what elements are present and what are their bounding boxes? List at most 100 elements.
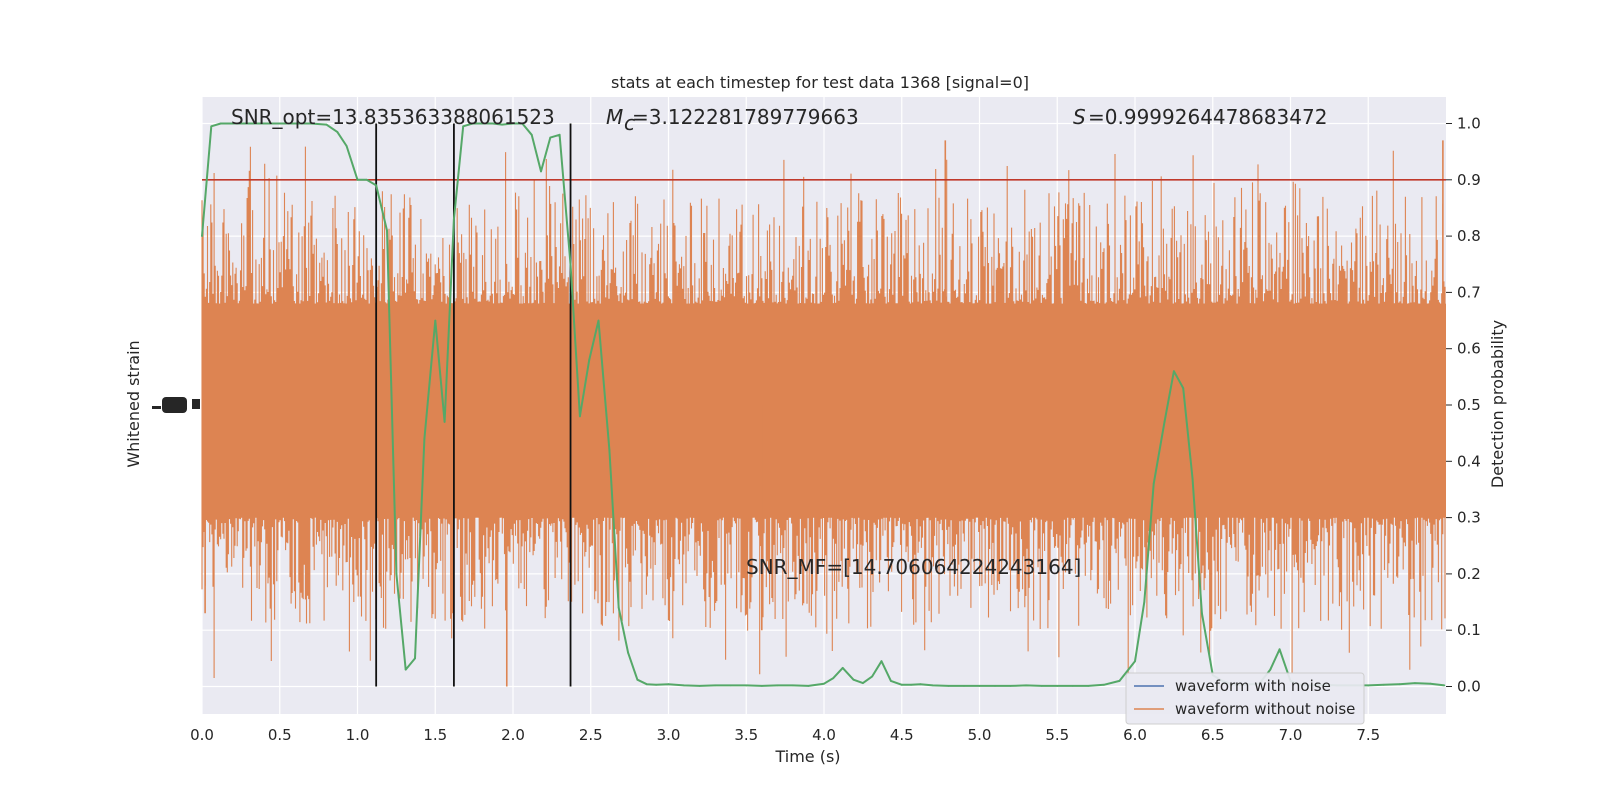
probability-point xyxy=(1269,668,1272,671)
x-tick-label: 6.0 xyxy=(1123,726,1147,744)
probability-point xyxy=(530,133,533,136)
probability-point xyxy=(776,684,779,687)
probability-point xyxy=(1040,685,1043,687)
probability-point xyxy=(471,122,474,125)
y-axis-right-label: Detection probability xyxy=(1488,320,1507,488)
probability-point xyxy=(627,651,629,654)
x-tick-label: 0.0 xyxy=(190,726,214,744)
probability-point xyxy=(569,263,572,266)
probability-point xyxy=(823,682,825,685)
x-tick-label: 0.5 xyxy=(268,726,292,744)
probability-point xyxy=(1103,683,1105,686)
probability-point xyxy=(453,218,455,221)
probability-point xyxy=(919,683,922,686)
probability-point xyxy=(294,122,297,125)
probability-point xyxy=(1134,660,1136,663)
probability-point xyxy=(263,122,266,125)
probability-point xyxy=(558,133,561,136)
probability-point xyxy=(698,685,701,687)
y-right-tick-label: 0.8 xyxy=(1457,227,1481,245)
probability-point xyxy=(579,415,581,418)
left-blob-part xyxy=(192,399,200,409)
svg-text:M: M xyxy=(606,105,623,129)
probability-point xyxy=(636,678,639,681)
probability-point xyxy=(1201,612,1203,615)
y-right-axis-ticks: 0.0 0.1 0.2 0.3 0.4 0.5 0.6 0.7 0.8 0.9 1.0 xyxy=(1446,115,1481,696)
probability-point xyxy=(521,122,524,125)
probability-point xyxy=(910,683,912,686)
probability-point xyxy=(729,684,732,687)
x-tick-label: 3.0 xyxy=(657,726,681,744)
svg-text:=3.122281789779663: =3.122281789779663 xyxy=(632,105,859,129)
probability-point xyxy=(841,667,844,669)
probability-point xyxy=(278,122,281,125)
probability-point xyxy=(501,123,503,126)
probability-point xyxy=(760,685,763,687)
x-axis-label: Time (s) xyxy=(774,747,840,766)
probability-point xyxy=(1382,683,1385,686)
probability-point xyxy=(1191,477,1194,480)
probability-point xyxy=(792,684,794,687)
probability-point xyxy=(462,125,465,128)
x-tick-label: 4.0 xyxy=(812,726,836,744)
x-tick-label: 2.5 xyxy=(579,726,603,744)
probability-point xyxy=(745,684,748,687)
probability-point xyxy=(395,573,398,575)
probability-point xyxy=(667,683,670,686)
probability-point xyxy=(852,678,855,681)
probability-point xyxy=(423,437,426,440)
probability-point xyxy=(597,319,600,322)
svg-text:c: c xyxy=(624,111,635,135)
mc-annotation: M c =3.122281789779663 xyxy=(606,105,859,135)
probability-point xyxy=(1163,421,1166,423)
probability-point xyxy=(932,684,934,687)
x-tick-label: 1.5 xyxy=(423,726,447,744)
probability-point xyxy=(832,677,835,679)
snr-mf-annotation: SNR_MF=[14.706064224243164] xyxy=(746,555,1081,579)
x-tick-label: 4.5 xyxy=(890,726,914,744)
probability-point xyxy=(345,145,348,147)
x-tick-label: 1.0 xyxy=(346,726,370,744)
y-right-tick-label: 0.6 xyxy=(1457,340,1481,358)
s-annotation: S =0.9999264478683472 xyxy=(1073,105,1327,129)
y-axis-left-label: Whitened strain xyxy=(124,340,143,467)
probability-point xyxy=(365,178,368,181)
probability-point xyxy=(1009,685,1012,687)
probability-point xyxy=(978,685,981,687)
probability-point xyxy=(1278,648,1281,651)
probability-point xyxy=(1056,685,1059,687)
left-axis-overlapped-tick-labels xyxy=(152,397,200,413)
y-right-tick-label: 0.3 xyxy=(1457,509,1481,527)
probability-point xyxy=(491,122,494,125)
noise-band xyxy=(201,140,1446,687)
probability-point xyxy=(443,421,446,423)
probability-point xyxy=(404,668,407,671)
probability-point xyxy=(549,136,552,139)
probability-point xyxy=(310,122,312,125)
x-tick-label: 6.5 xyxy=(1201,726,1225,744)
svg-text:=0.9999264478683472: =0.9999264478683472 xyxy=(1088,105,1327,129)
probability-point xyxy=(900,683,903,686)
probability-point xyxy=(247,122,250,125)
probability-point xyxy=(482,122,485,125)
probability-point xyxy=(1398,683,1401,686)
probability-point xyxy=(807,685,810,687)
probability-point xyxy=(201,235,203,238)
snr-opt-annotation: SNR_opt=13.835363388061523 xyxy=(231,105,555,129)
x-axis-ticks: 0.0 0.5 1.0 1.5 2.0 2.5 3.0 3.5 4.0 4.5 5.0 5.5 6.0 6… xyxy=(190,726,1380,744)
svg-text:S: S xyxy=(1073,105,1086,129)
probability-point xyxy=(356,178,359,181)
noise-spikes xyxy=(201,146,1446,678)
probability-point xyxy=(1367,684,1370,687)
probability-point xyxy=(963,685,965,687)
probability-point xyxy=(512,122,514,125)
y-right-tick-label: 0.1 xyxy=(1457,621,1481,639)
legend-label-without-noise: waveform without noise xyxy=(1175,700,1355,718)
probability-point xyxy=(1414,682,1416,684)
y-right-tick-label: 1.0 xyxy=(1457,115,1481,133)
probability-point xyxy=(1025,684,1028,687)
x-tick-label: 5.5 xyxy=(1045,726,1069,744)
probability-point xyxy=(375,184,378,187)
chart-title: stats at each timestep for test data 136… xyxy=(611,73,1029,92)
